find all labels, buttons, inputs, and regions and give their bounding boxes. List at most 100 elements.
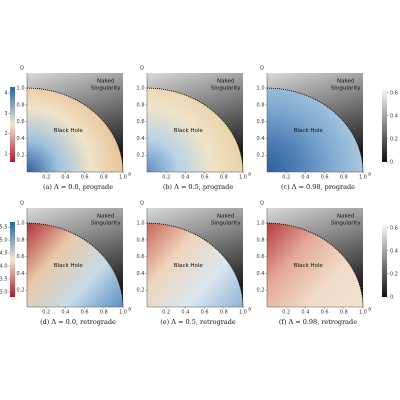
- x-tick-label: 0.2: [162, 175, 170, 181]
- y-tick-label: 1.0: [137, 221, 145, 227]
- y-axis-label: Q: [20, 66, 24, 72]
- region-label: Singularity: [211, 86, 241, 92]
- y-tick-label: 0.6: [257, 119, 265, 125]
- y-tick-label: 0.2: [137, 288, 145, 294]
- y-tick-label: 0.4: [137, 136, 145, 142]
- x-tick-label: 0.2: [42, 310, 50, 316]
- x-tick-label: 0.8: [340, 310, 348, 316]
- colorbar-tick-label: 5.5: [0, 225, 8, 231]
- y-tick-label: 0.6: [137, 119, 145, 125]
- panel: 0.2 0.4 0.6 0.8 1.0 0.2 0.4 0.6 0.8 1.0 Qa Black Ho…: [137, 201, 252, 327]
- caption: (f) Λ = 0.98, retrograde: [279, 318, 357, 326]
- black-hole-region: [27, 223, 123, 307]
- y-tick-label: 0.4: [17, 271, 25, 277]
- colorbar-tick-label: 4.0: [0, 263, 8, 269]
- x-axis-label: a: [248, 172, 251, 178]
- y-tick-label: 1.0: [17, 86, 25, 92]
- x-tick-label: 1.0: [239, 175, 247, 181]
- y-tick-label: 0.2: [257, 153, 265, 159]
- colorbar-tick-label: 0.4: [390, 113, 398, 119]
- black-hole-region: [27, 88, 123, 172]
- y-axis-label: Q: [20, 201, 24, 207]
- y-tick-label: 0.2: [137, 153, 145, 159]
- x-tick-label: 0.2: [282, 175, 290, 181]
- region-label: Naked: [217, 214, 234, 220]
- colorbar: [382, 87, 387, 162]
- black-hole-region: [147, 223, 243, 307]
- x-tick-label: 0.8: [100, 310, 108, 316]
- x-tick-label: 1.0: [119, 175, 127, 181]
- region-label: Naked: [97, 214, 114, 220]
- black-hole-region: [267, 223, 363, 307]
- x-axis-label: a: [368, 172, 371, 178]
- colorbar-tick-label: 0.6: [390, 225, 398, 231]
- x-tick-label: 0.8: [220, 310, 228, 316]
- black-hole-region: [267, 88, 363, 172]
- x-tick-label: 0.2: [282, 310, 290, 316]
- colorbar-tick-label: 0.: [390, 160, 395, 166]
- x-tick-label: 0.6: [321, 175, 329, 181]
- y-tick-label: 1.0: [17, 221, 25, 227]
- y-tick-label: 0.4: [137, 271, 145, 277]
- y-axis-label: Q: [140, 66, 144, 72]
- region-label: Black Hole: [174, 263, 204, 269]
- y-axis-label: Q: [260, 201, 264, 207]
- region-label: Black Hole: [294, 263, 324, 269]
- colorbar-tick-label: 0.2: [390, 271, 398, 277]
- colorbar-tick-label: 3.5: [0, 276, 8, 282]
- colorbar-tick-label: 0.2: [390, 136, 398, 142]
- region-label: Black Hole: [294, 128, 324, 134]
- x-tick-label: 0.6: [201, 175, 209, 181]
- y-tick-label: 0.2: [17, 153, 25, 159]
- y-tick-label: 0.6: [17, 254, 25, 260]
- x-tick-label: 0.2: [42, 175, 50, 181]
- caption: (d) Λ = 0.0, retrograde: [40, 318, 116, 326]
- colorbar-tick-label: 3: [4, 111, 7, 117]
- y-tick-label: 0.2: [17, 288, 25, 294]
- colorbar-tick-label: 4.5: [0, 251, 8, 257]
- x-axis-label: a: [128, 172, 131, 178]
- colorbar-tick-label: 4: [4, 91, 7, 97]
- x-axis-label: a: [248, 307, 251, 313]
- black-hole-region: [147, 88, 243, 172]
- region-label: Singularity: [91, 221, 121, 227]
- colorbar: [10, 87, 15, 162]
- y-tick-label: 0.4: [17, 136, 25, 142]
- panel: 0.2 0.4 0.6 0.8 1.0 0.2 0.4 0.6 0.8 1.0 Qa Black Ho…: [4, 66, 131, 192]
- x-axis-label: a: [368, 307, 371, 313]
- region-label: Naked: [337, 79, 354, 85]
- x-tick-label: 0.4: [301, 310, 309, 316]
- x-tick-label: 1.0: [359, 310, 367, 316]
- y-tick-label: 1.0: [257, 221, 265, 227]
- x-tick-label: 0.8: [100, 175, 108, 181]
- colorbar-tick-label: 5.0: [0, 238, 8, 244]
- region-label: Black Hole: [54, 128, 84, 134]
- x-tick-label: 0.2: [162, 310, 170, 316]
- y-tick-label: 0.6: [137, 254, 145, 260]
- colorbar-tick-label: 0.6: [390, 90, 398, 96]
- x-tick-label: 1.0: [119, 310, 127, 316]
- colorbar: [10, 222, 15, 297]
- y-axis-label: Q: [140, 201, 144, 207]
- y-tick-label: 0.6: [257, 254, 265, 260]
- region-label: Black Hole: [174, 128, 204, 134]
- x-tick-label: 0.8: [220, 175, 228, 181]
- y-tick-label: 0.6: [17, 119, 25, 125]
- caption: (c) Λ = 0.98, prograde: [281, 183, 355, 191]
- x-tick-label: 0.4: [61, 310, 69, 316]
- panel: 0.2 0.4 0.6 0.8 1.0 0.2 0.4 0.6 0.8 1.0 Qa Black Ho…: [257, 66, 398, 192]
- region-label: Black Hole: [54, 263, 84, 269]
- y-tick-label: 0.4: [257, 271, 265, 277]
- y-tick-label: 0.8: [137, 102, 145, 108]
- x-tick-label: 0.6: [81, 310, 89, 316]
- x-tick-label: 0.4: [181, 175, 189, 181]
- colorbar: [382, 222, 387, 297]
- y-tick-label: 0.8: [257, 102, 265, 108]
- caption: (b) Λ = 0.5, prograde: [163, 183, 234, 191]
- colorbar-tick-label: 1: [4, 151, 7, 157]
- x-tick-label: 0.8: [340, 175, 348, 181]
- y-tick-label: 0.8: [17, 102, 25, 108]
- x-axis-label: a: [128, 307, 131, 313]
- region-label: Singularity: [331, 86, 361, 92]
- region-label: Naked: [217, 79, 234, 85]
